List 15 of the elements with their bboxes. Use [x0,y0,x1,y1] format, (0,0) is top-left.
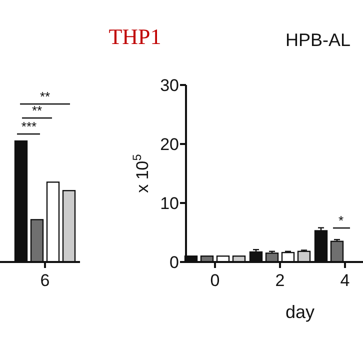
x-tick-label: 4 [340,271,350,290]
chart-title: HPB-AL [285,30,351,50]
y-tick-label: 30 [160,76,179,95]
x-tick-label: 2 [275,271,285,290]
x-axis-title: day [285,302,315,322]
text: *** [21,119,37,134]
text: ** [40,89,50,104]
annotation: * [338,213,344,228]
text: THP1 [108,24,162,49]
y-tick-label: 0 [170,253,179,272]
x-tick-label: 6 [40,271,50,290]
x-tick-label: 0 [210,271,220,290]
text: ** [32,103,42,118]
y-tick-label: 20 [160,135,179,154]
y-tick-label: 10 [160,194,179,213]
